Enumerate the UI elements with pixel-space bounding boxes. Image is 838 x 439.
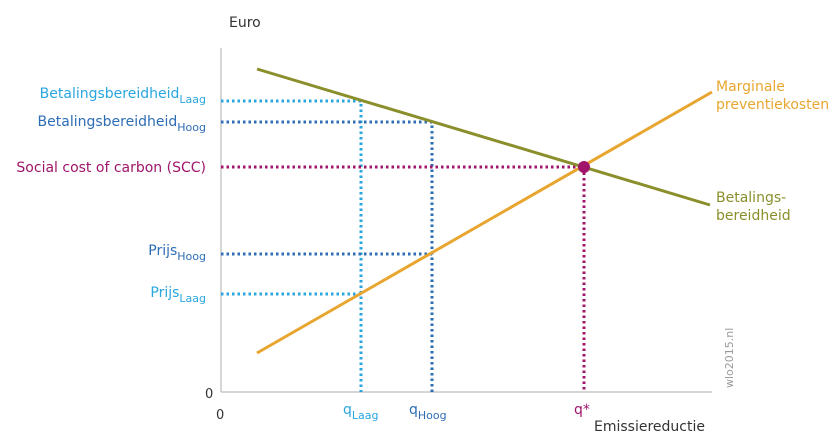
q-high-label: qHoog (409, 402, 447, 422)
wtp-high-guide (221, 120, 434, 392)
origin-x-label: 0 (216, 408, 224, 423)
price-high-label: PrijsHoog (148, 243, 206, 263)
origin-y-label: 0 (205, 387, 213, 402)
wtp-high-label: BetalingsbereidheidHoog (38, 114, 206, 134)
supply-label-line2: preventiekosten (716, 97, 829, 113)
supply-label-line1: Marginale (716, 79, 785, 95)
demand-curve (256, 67, 711, 207)
scc-guide (221, 165, 586, 392)
demand-label-line2: bereidheid (716, 208, 791, 224)
price-low-label: PrijsLaag (150, 285, 206, 305)
demand-label-line1: Betalings- (716, 190, 786, 206)
q-low-label: qLaag (343, 402, 378, 422)
q-star-label: q* (574, 402, 590, 418)
equilibrium-point (578, 161, 590, 173)
wtp-low-guide (221, 99, 363, 392)
wtp-low-label: BetalingsbereidheidLaag (40, 86, 206, 106)
watermark: wlo2015.nl (723, 328, 736, 388)
y-axis-label: Euro (229, 15, 261, 31)
x-axis-label: Emissiereductie (594, 419, 705, 435)
scc-label: Social cost of carbon (SCC) (16, 160, 206, 176)
supply-curve (256, 90, 713, 355)
